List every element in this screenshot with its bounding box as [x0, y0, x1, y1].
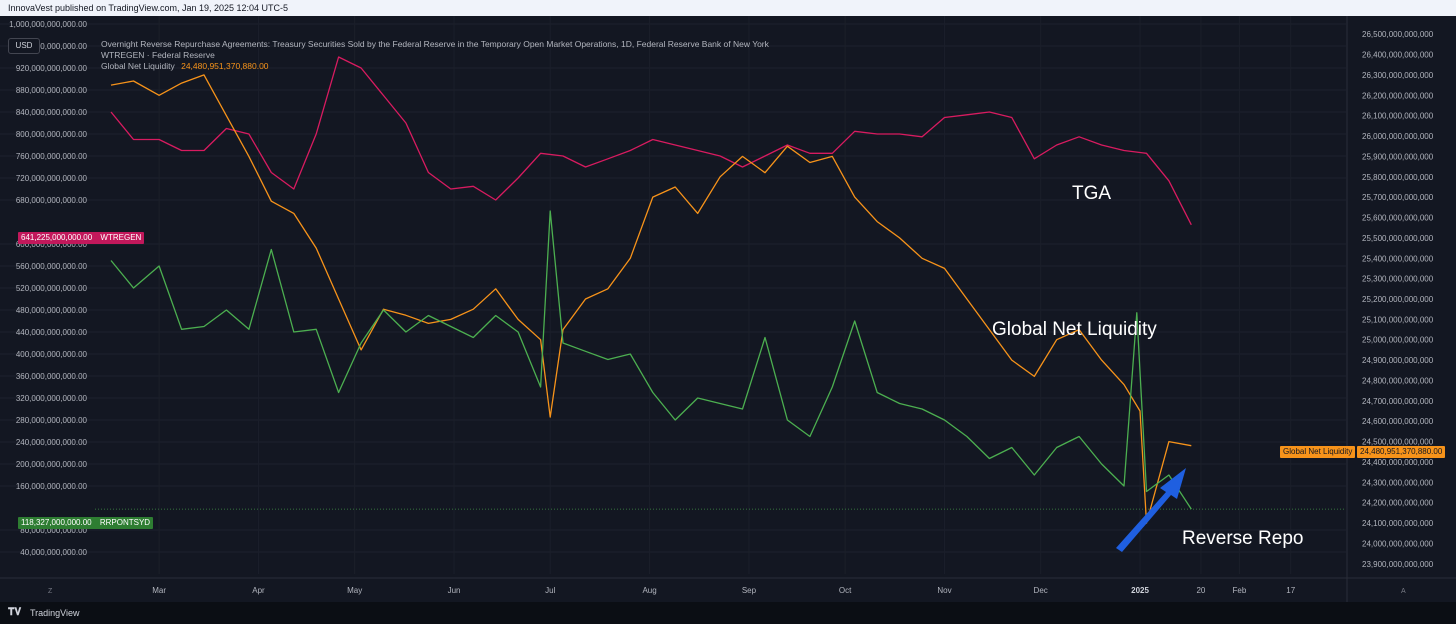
x-tick-label: Jul: [545, 586, 555, 595]
x-tick-label: Aug: [642, 586, 656, 595]
left-tick-label: 920,000,000,000.00: [16, 64, 88, 73]
left-tick-label: 320,000,000,000.00: [16, 394, 88, 403]
right-tick-label: 25,900,000,000,000: [1362, 152, 1434, 161]
left-scale-button[interactable]: Z: [48, 588, 53, 595]
right-tick-label: 24,900,000,000,000: [1362, 356, 1434, 365]
tradingview-brand[interactable]: TradingView: [30, 608, 80, 618]
x-tick-label: Nov: [937, 586, 951, 595]
right-tick-label: 24,000,000,000,000: [1362, 539, 1434, 548]
right-tick-label: 25,700,000,000,000: [1362, 193, 1434, 202]
right-tick-label: 26,500,000,000,000: [1362, 30, 1434, 39]
legend-series-wtregen[interactable]: WTREGEN · Federal Reserve: [101, 50, 215, 60]
blue-arrow-icon: [1116, 468, 1186, 552]
x-tick-label: 17: [1286, 586, 1295, 595]
right-scale-button[interactable]: A: [1401, 588, 1406, 595]
left-tick-label: 600,000,000,000.00: [16, 240, 88, 249]
x-tick-label: May: [347, 586, 362, 595]
left-tick-label: 880,000,000,000.00: [16, 86, 88, 95]
left-tick-label: 800,000,000,000.00: [16, 130, 88, 139]
footer-bar: 𝐓𝐕 TradingView: [0, 602, 1456, 624]
right-tick-label: 24,700,000,000,000: [1362, 397, 1434, 406]
currency-button[interactable]: USD: [8, 38, 40, 54]
wtregen-price-badge: 641,225,000,000.00 WTREGEN: [18, 232, 145, 244]
right-tick-label: 25,100,000,000,000: [1362, 315, 1434, 324]
left-tick-label: 760,000,000,000.00: [16, 152, 88, 161]
x-tick-label: Mar: [152, 586, 166, 595]
left-tick-label: 520,000,000,000.00: [16, 284, 88, 293]
x-tick-label: Dec: [1034, 586, 1048, 595]
legend-gnl-label: Global Net Liquidity: [101, 61, 175, 71]
x-tick-label: Apr: [252, 586, 265, 595]
legend: Overnight Reverse Repurchase Agreements:…: [101, 39, 769, 72]
legend-series-rrp[interactable]: Overnight Reverse Repurchase Agreements:…: [101, 39, 769, 49]
blue-arrow-shape: [1116, 468, 1186, 552]
publish-bar: InnovaVest published on TradingView.com,…: [0, 0, 1456, 16]
x-tick-label: Oct: [839, 586, 852, 595]
right-tick-label: 26,000,000,000,000: [1362, 132, 1434, 141]
x-tick-label: Jun: [448, 586, 461, 595]
x-tick-label: Sep: [742, 586, 757, 595]
gnl-price-badge: 24,480,951,370,880.00: [1357, 446, 1446, 458]
right-tick-label: 25,400,000,000,000: [1362, 254, 1434, 263]
left-tick-label: 560,000,000,000.00: [16, 262, 88, 271]
rrp-price-badge: 118,327,000,000.00 RRPONTSYD: [18, 517, 154, 529]
left-tick-label: 80,000,000,000.00: [20, 526, 87, 535]
left-tick-label: 400,000,000,000.00: [16, 350, 88, 359]
left-tick-label: 1,000,000,000,000.00: [9, 20, 87, 29]
series-line-wtregen: [110, 56, 1192, 226]
wtregen-badge-name: WTREGEN: [100, 233, 142, 242]
right-tick-label: 26,400,000,000,000: [1362, 51, 1434, 60]
publish-text: InnovaVest published on TradingView.com,…: [8, 3, 289, 13]
left-tick-label: 360,000,000,000.00: [16, 372, 88, 381]
left-tick-label: 680,000,000,000.00: [16, 196, 88, 205]
chart-area[interactable]: 1,000,000,000,000.00 960,000,000,000.00 92…: [0, 16, 1456, 602]
gnl-name-badge: Global Net Liquidity: [1280, 446, 1356, 458]
left-tick-label: 40,000,000,000.00: [20, 548, 87, 557]
left-tick-label: 960,000,000,000.00: [16, 42, 88, 51]
x-tick-label: Feb: [1233, 586, 1247, 595]
x-tick-label: 2025: [1131, 586, 1149, 595]
right-tick-label: 26,100,000,000,000: [1362, 112, 1434, 121]
left-tick-label: 240,000,000,000.00: [16, 438, 88, 447]
right-tick-label: 26,300,000,000,000: [1362, 71, 1434, 80]
right-tick-label: 23,900,000,000,000: [1362, 560, 1434, 569]
right-tick-label: 25,300,000,000,000: [1362, 275, 1434, 284]
left-tick-label: 440,000,000,000.00: [16, 328, 88, 337]
x-tick-label: 20: [1196, 586, 1205, 595]
series-line-global-net-liquidity: [110, 74, 1192, 524]
annotation-tga: TGA: [1072, 183, 1112, 204]
right-tick-label: 24,500,000,000,000: [1362, 438, 1434, 447]
annotation-global-net-liquidity: Global Net Liquidity: [992, 319, 1157, 340]
tradingview-logo-icon[interactable]: 𝐓𝐕: [8, 607, 22, 618]
right-tick-label: 24,100,000,000,000: [1362, 519, 1434, 528]
right-tick-label: 24,800,000,000,000: [1362, 376, 1434, 385]
legend-gnl-value: 24,480,951,370,880.00: [181, 61, 269, 71]
right-tick-label: 24,400,000,000,000: [1362, 458, 1434, 467]
right-tick-label: 25,200,000,000,000: [1362, 295, 1434, 304]
legend-series-gnl[interactable]: Global Net Liquidity 24,480,951,370,880.…: [101, 61, 769, 72]
right-tick-label: 24,300,000,000,000: [1362, 478, 1434, 487]
left-tick-label: 480,000,000,000.00: [16, 306, 88, 315]
right-tick-label: 25,800,000,000,000: [1362, 173, 1434, 182]
rrp-badge-value: 118,327,000,000.00: [21, 518, 92, 527]
right-tick-label: 25,500,000,000,000: [1362, 234, 1434, 243]
right-tick-label: 24,600,000,000,000: [1362, 417, 1434, 426]
series-line-rrpontsyd: [110, 210, 1192, 510]
left-tick-label: 280,000,000,000.00: [16, 416, 88, 425]
left-tick-label: 720,000,000,000.00: [16, 174, 88, 183]
rrp-badge-name: RRPONTSYD: [99, 518, 151, 527]
right-tick-label: 26,200,000,000,000: [1362, 91, 1434, 100]
right-tick-label: 25,000,000,000,000: [1362, 336, 1434, 345]
chart-svg[interactable]: 1,000,000,000,000.00 960,000,000,000.00 92…: [0, 16, 1456, 602]
wtregen-badge-value: 641,225,000,000.00: [21, 233, 93, 242]
annotation-reverse-repo: Reverse Repo: [1182, 528, 1304, 549]
right-tick-label: 24,200,000,000,000: [1362, 499, 1434, 508]
right-tick-label: 25,600,000,000,000: [1362, 214, 1434, 223]
left-tick-label: 840,000,000,000.00: [16, 108, 88, 117]
left-tick-label: 200,000,000,000.00: [16, 460, 88, 469]
left-tick-label: 160,000,000,000.00: [16, 482, 88, 491]
